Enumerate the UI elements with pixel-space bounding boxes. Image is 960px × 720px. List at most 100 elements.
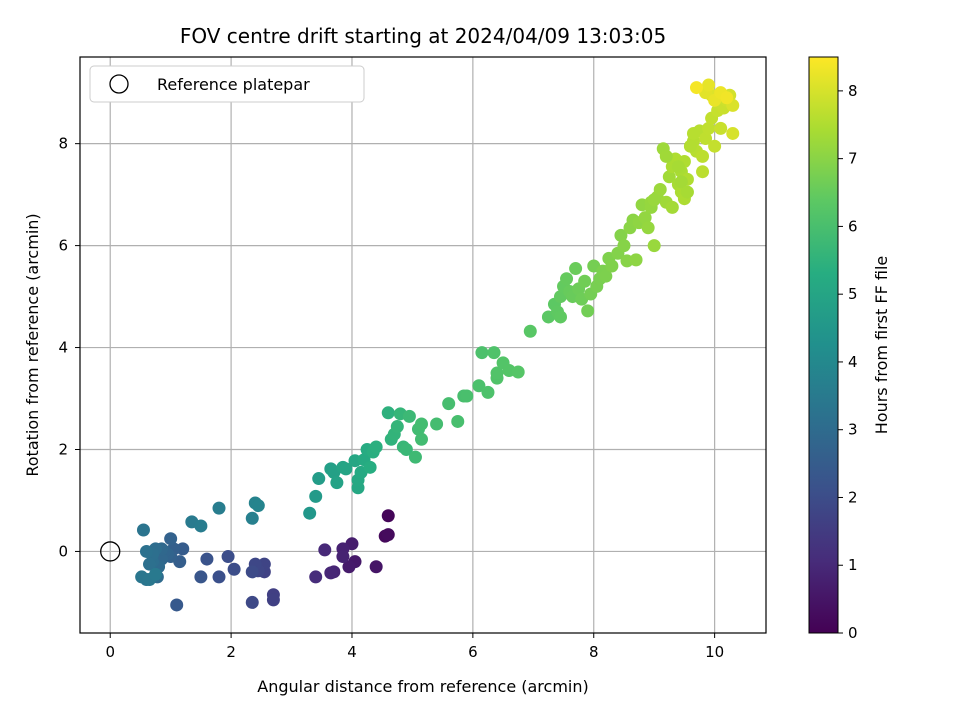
colorbar-gradient: [808, 56, 839, 634]
legend-entry-reference: Reference platepar: [157, 75, 310, 94]
y-tick-label: 8: [58, 135, 68, 153]
data-point: [414, 432, 428, 446]
data-point: [369, 560, 383, 574]
y-axis-ticks: 0 2 4 6 8: [58, 135, 80, 560]
data-point: [460, 389, 474, 403]
data-point: [647, 193, 661, 207]
reference-platepar-marker: [100, 541, 121, 562]
data-point: [324, 566, 338, 580]
data-point: [194, 519, 208, 533]
colorbar-tick-label: 0: [848, 624, 858, 642]
colorbar-tick-label: 5: [848, 285, 858, 303]
data-point: [720, 91, 734, 105]
data-point: [578, 274, 592, 288]
y-tick-label: 0: [58, 542, 68, 560]
data-point: [442, 397, 456, 411]
data-point: [212, 570, 226, 584]
data-point: [696, 149, 710, 163]
data-point: [245, 595, 259, 609]
data-point: [614, 228, 628, 242]
data-point: [714, 121, 728, 135]
legend-marker-reference-icon: [109, 74, 129, 94]
x-axis-label: Angular distance from reference (arcmin): [257, 677, 588, 696]
data-point: [560, 272, 574, 286]
data-point: [702, 78, 716, 92]
colorbar-tick-label: 6: [848, 217, 858, 235]
data-point: [659, 149, 673, 163]
data-point: [414, 417, 428, 431]
data-point: [245, 565, 259, 579]
data-point: [143, 557, 157, 571]
data-point: [164, 532, 178, 546]
data-point: [363, 460, 377, 474]
data-point: [674, 175, 688, 189]
x-tick-label: 4: [347, 643, 357, 661]
data-point: [312, 472, 326, 486]
data-point: [481, 385, 495, 399]
data-points: [100, 78, 740, 612]
colorbar-tick-label: 3: [848, 421, 858, 439]
x-tick-label: 10: [705, 643, 724, 661]
data-point: [318, 543, 332, 557]
data-point: [381, 509, 395, 523]
chart-title: FOV centre drift starting at 2024/04/09 …: [180, 24, 666, 48]
data-point: [599, 269, 613, 283]
y-axis-label: Rotation from reference (arcmin): [23, 213, 42, 476]
data-point: [683, 139, 697, 153]
x-tick-label: 0: [105, 643, 115, 661]
data-point: [339, 462, 353, 476]
data-point: [336, 550, 350, 564]
data-point: [523, 324, 537, 338]
data-point: [605, 259, 619, 273]
data-point: [647, 239, 661, 253]
data-point: [554, 310, 568, 324]
data-point: [136, 523, 150, 537]
x-tick-label: 6: [468, 643, 478, 661]
colorbar-tick-label: 2: [848, 488, 858, 506]
data-point: [369, 440, 383, 454]
data-point: [487, 346, 501, 360]
data-point: [430, 417, 444, 431]
data-point: [708, 139, 722, 153]
data-point: [726, 126, 740, 140]
x-tick-label: 2: [226, 643, 236, 661]
data-point: [381, 528, 395, 542]
data-point: [408, 450, 422, 464]
x-tick-label: 8: [589, 643, 599, 661]
data-point: [221, 550, 235, 564]
data-point: [451, 414, 465, 428]
data-point: [472, 379, 486, 393]
colorbar-tick-label: 8: [848, 82, 858, 100]
data-point: [212, 501, 226, 515]
data-point: [266, 593, 280, 607]
data-point: [699, 132, 713, 146]
data-point: [662, 170, 676, 184]
data-point: [170, 598, 184, 612]
data-point: [342, 560, 356, 574]
legend: Reference platepar: [89, 65, 365, 103]
data-point: [381, 406, 395, 420]
data-point: [149, 567, 163, 581]
data-point: [402, 409, 416, 423]
data-point: [309, 570, 323, 584]
data-point: [303, 506, 317, 520]
data-point: [689, 81, 703, 95]
data-point: [653, 183, 667, 197]
data-point: [139, 544, 153, 558]
data-point: [490, 366, 504, 380]
data-point: [686, 126, 700, 140]
colorbar-tick-label: 7: [848, 150, 858, 168]
data-point: [245, 511, 259, 525]
data-point: [665, 200, 679, 214]
x-axis-ticks: 0 2 4 6 8 10: [105, 633, 724, 661]
data-point: [702, 121, 716, 135]
data-point: [511, 365, 525, 379]
data-point: [200, 552, 214, 566]
data-point: [629, 253, 643, 267]
legend-box: [89, 65, 365, 103]
data-point: [696, 165, 710, 179]
colorbar-tick-label: 4: [848, 353, 858, 371]
data-point: [227, 562, 241, 576]
data-point: [330, 476, 344, 490]
